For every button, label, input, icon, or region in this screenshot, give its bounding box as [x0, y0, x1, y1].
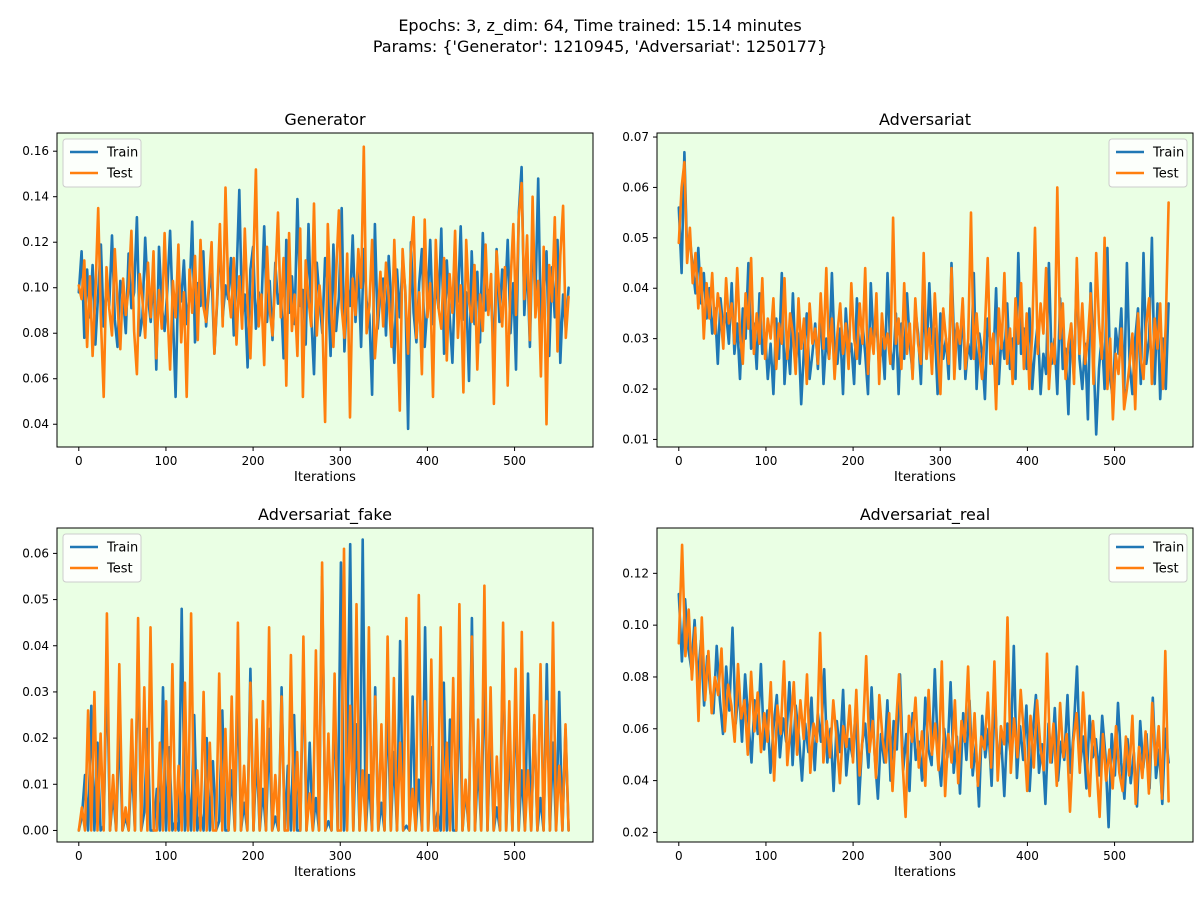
y-tick-label: 0.04 [622, 774, 649, 788]
chart-title: Adversariat [879, 110, 971, 129]
y-tick-label: 0.04 [22, 639, 49, 653]
axes-frame [656, 132, 1194, 448]
y-tick-label: 0.06 [622, 722, 649, 736]
adversariat-fake-chart: 0 100 200 300 400 500 0.00 0.01 0.02 0.03 0.04 0.05… [22, 505, 594, 880]
x-tick-label: 400 [1016, 849, 1039, 863]
x-tick-label: 500 [503, 849, 526, 863]
y-tick-label: 0.02 [622, 382, 649, 396]
legend-label-train: Train [106, 146, 138, 161]
legend-label-test: Test [106, 167, 133, 182]
x-tick-label: 200 [842, 454, 865, 468]
legend-label-test: Test [1152, 167, 1179, 182]
x-tick-label: 300 [929, 849, 952, 863]
chart-title: Adversariat_real [860, 505, 990, 525]
legend-label-test: Test [1152, 562, 1179, 577]
y-tick-label: 0.01 [622, 432, 649, 446]
x-tick-label: 100 [154, 454, 177, 468]
x-tick-label: 100 [754, 849, 777, 863]
x-tick-label: 500 [1103, 849, 1126, 863]
x-tick-label: 200 [242, 454, 265, 468]
y-tick-label: 0.03 [622, 332, 649, 346]
y-tick-label: 0.10 [22, 281, 49, 295]
x-axis-label: Iterations [894, 470, 956, 485]
y-tick-label: 0.10 [622, 618, 649, 632]
x-tick-label: 300 [929, 454, 952, 468]
x-tick-label: 0 [675, 454, 683, 468]
y-tick-label: 0.02 [622, 825, 649, 839]
y-tick-label: 0.12 [622, 566, 649, 580]
y-tick-label: 0.03 [22, 685, 49, 699]
figure-title-line-1: Epochs: 3, z_dim: 64, Time trained: 15.1… [398, 16, 802, 35]
legend-label-train: Train [1152, 146, 1184, 161]
series-line-test [677, 543, 1170, 819]
axes-frame [56, 132, 594, 448]
x-axis-label: Iterations [894, 865, 956, 880]
y-tick-label: 0.05 [622, 231, 649, 245]
adversariat-real-chart: 0 100 200 300 400 500 0.02 0.04 0.06 0.08 0.10 0.12… [622, 505, 1194, 880]
y-tick-label: 0.06 [622, 180, 649, 194]
legend-label-test: Test [106, 562, 133, 577]
x-tick-label: 300 [329, 454, 352, 468]
series-line-test [77, 547, 570, 832]
x-tick-label: 200 [242, 849, 265, 863]
x-tick-label: 300 [329, 849, 352, 863]
x-tick-label: 400 [416, 849, 439, 863]
y-tick-label: 0.08 [622, 670, 649, 684]
y-tick-label: 0.06 [22, 546, 49, 560]
y-tick-label: 0.05 [22, 593, 49, 607]
legend-label-train: Train [106, 541, 138, 556]
x-tick-label: 0 [675, 849, 683, 863]
legend: Train Test [62, 533, 142, 583]
y-tick-label: 0.06 [22, 372, 49, 386]
x-tick-label: 500 [503, 454, 526, 468]
x-tick-label: 400 [1016, 454, 1039, 468]
legend: Train Test [1108, 533, 1188, 583]
x-tick-label: 200 [842, 849, 865, 863]
adversariat-chart: 0 100 200 300 400 500 0.01 0.02 0.03 0.04 0.05 0.06… [622, 110, 1194, 485]
x-tick-label: 100 [754, 454, 777, 468]
x-tick-label: 500 [1103, 454, 1126, 468]
legend: Train Test [1108, 138, 1188, 188]
y-tick-label: 0.12 [22, 235, 49, 249]
figure-title-line-2: Params: {'Generator': 1210945, 'Adversar… [372, 37, 828, 56]
y-tick-label: 0.14 [22, 190, 49, 204]
x-tick-label: 0 [75, 454, 83, 468]
legend-label-train: Train [1152, 541, 1184, 556]
y-tick-label: 0.02 [22, 731, 49, 745]
y-tick-label: 0.00 [22, 823, 49, 837]
y-tick-label: 0.04 [622, 281, 649, 295]
y-tick-label: 0.04 [22, 417, 49, 431]
chart-title: Generator [284, 110, 366, 129]
y-tick-label: 0.08 [22, 326, 49, 340]
axes-frame [656, 527, 1194, 843]
x-axis-label: Iterations [294, 865, 356, 880]
x-tick-label: 0 [75, 849, 83, 863]
generator-chart: 0 100 200 300 400 500 0.04 0.06 0.08 0.10 0.12 0.14… [22, 110, 594, 485]
legend: Train Test [62, 138, 142, 188]
x-tick-label: 400 [416, 454, 439, 468]
series-line-test [77, 145, 570, 426]
y-tick-label: 0.16 [22, 144, 49, 158]
x-axis-label: Iterations [294, 470, 356, 485]
y-tick-label: 0.01 [22, 777, 49, 791]
y-tick-label: 0.07 [622, 130, 649, 144]
series-line-test [677, 160, 1170, 421]
x-tick-label: 100 [154, 849, 177, 863]
axes-frame [56, 527, 594, 843]
chart-title: Adversariat_fake [258, 505, 392, 525]
